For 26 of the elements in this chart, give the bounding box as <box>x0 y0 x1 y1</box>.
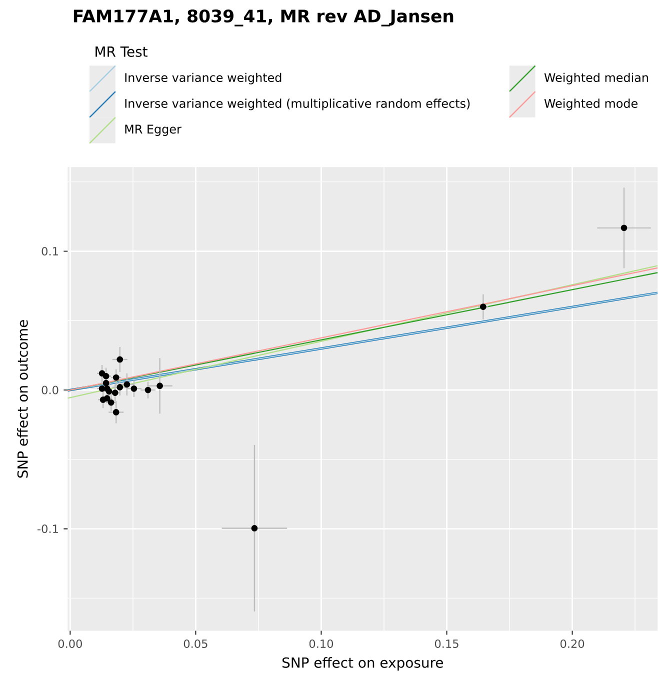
x-axis-title: SNP effect on exposure <box>282 657 443 671</box>
x-tick-label: 0.10 <box>309 639 333 648</box>
y-tick-label: 0.0 <box>42 386 58 394</box>
x-tick-label: 0.20 <box>560 639 584 648</box>
point <box>112 409 120 416</box>
x-tick-label: 0.00 <box>58 639 82 648</box>
y-tick-label: -0.1 <box>37 524 58 534</box>
legend-label: Weighted mode <box>544 98 638 110</box>
chart-title: FAM177A1, 8039_41, MR rev AD_Jansen <box>74 9 453 26</box>
legend-label: Weighted median <box>544 72 648 84</box>
legend-label: Inverse variance weighted (multiplicative random effects) <box>125 98 470 110</box>
y-tick-label: 0.1 <box>42 246 58 256</box>
point <box>156 382 163 390</box>
point <box>130 385 137 392</box>
point <box>144 386 151 394</box>
point <box>116 384 123 390</box>
x-tick-label: 0.15 <box>434 639 458 648</box>
legend-label: MR Egger <box>125 124 182 136</box>
x-tick-label: 0.05 <box>184 639 208 648</box>
point <box>116 356 123 363</box>
y-axis-title: SNP effect on outcome <box>16 320 28 478</box>
point <box>251 525 258 532</box>
legend-title: MR Test <box>95 46 148 57</box>
point <box>620 224 628 232</box>
legend-label: Inverse variance weighted <box>125 72 281 84</box>
point <box>124 381 130 388</box>
